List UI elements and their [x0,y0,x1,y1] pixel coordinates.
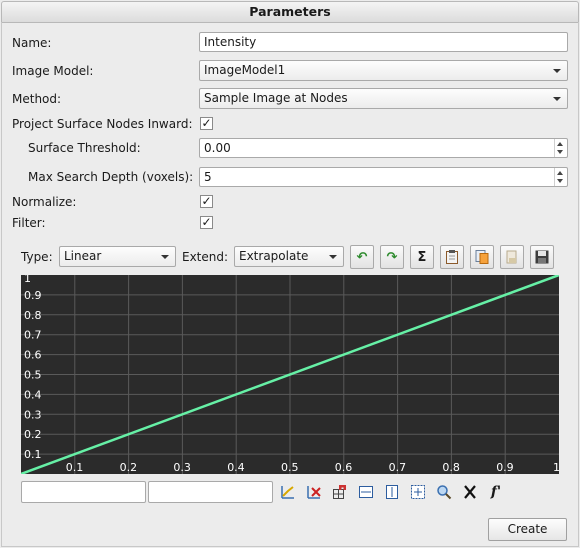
sigma-icon: Σ [417,249,427,265]
copy-button[interactable] [470,245,494,269]
x-tick-label: 0.3 [173,461,191,474]
fit-width-icon [359,486,373,498]
surface-threshold-label: Surface Threshold: [28,141,141,155]
copy-icon [475,250,489,264]
magnet-grid-icon [333,485,346,499]
checkmark-icon: ✓ [201,116,212,130]
normalize-label: Normalize: [12,195,77,209]
add-point-icon [281,486,294,499]
image-model-select[interactable]: ImageModel1 [199,60,568,81]
y-tick-label: 1 [24,275,31,285]
extend-label: Extend: [182,250,229,264]
magnifier-icon [437,485,452,500]
project-surface-label: Project Surface Nodes Inward: [12,117,193,131]
add-point-button[interactable] [278,482,298,502]
delete-point-icon [307,486,321,499]
type-value: Linear [64,249,102,263]
type-select[interactable]: Linear [59,246,176,267]
project-surface-checkbox[interactable]: ✓ [200,117,213,130]
zoom-extents-icon [411,485,425,499]
y-tick-label: 0.8 [24,309,42,322]
curve-plot[interactable]: 0.1 0.2 0.3 0.4 0.5 0.6 0.7 0.8 0.9 1 0.1 0.2 0.3 0.4… [21,275,559,474]
fit-height-icon [386,485,398,499]
series-lines [21,275,559,474]
max-search-depth-label: Max Search Depth (voxels): [28,170,194,184]
fit-height-button[interactable] [382,482,402,502]
method-select[interactable]: Sample Image at Nodes [199,88,568,109]
y-tick-label: 0.1 [24,448,42,461]
undo-button[interactable]: ↶ [350,245,374,269]
tick-labels: 0.1 0.2 0.3 0.4 0.5 0.6 0.7 0.8 0.9 1 0.1 0.2 0.3 0.4… [24,275,559,474]
save-button[interactable] [530,245,554,269]
y-tick-label: 0.6 [24,349,42,362]
normalize-checkbox[interactable]: ✓ [200,195,213,208]
point-y-input[interactable] [148,481,273,503]
fit-width-button[interactable] [356,482,376,502]
reset-curve-button[interactable] [460,482,480,502]
type-label: Type: [21,250,53,264]
create-button[interactable]: Create [488,518,567,541]
surface-threshold-value: 0.00 [204,141,231,155]
max-search-depth-spinbox[interactable]: 5 [199,167,568,187]
name-input[interactable]: Intensity [199,32,568,52]
image-model-label: Image Model: [12,64,94,78]
max-search-depth-value: 5 [204,170,212,184]
method-label: Method: [12,92,62,106]
image-model-value: ImageModel1 [204,63,286,77]
chevron-down-icon [329,255,337,259]
y-tick-label: 0.9 [24,289,42,302]
y-tick-label: 0.5 [24,369,42,382]
y-tick-label: 0.3 [24,408,42,421]
derivative-button[interactable]: f' [486,482,506,502]
save-icon [535,250,549,264]
redo-icon: ↷ [386,249,398,265]
eraser-icon [506,250,517,264]
f-prime-label: f' [490,484,502,500]
method-value: Sample Image at Nodes [204,91,348,105]
y-tick-label: 0.7 [24,329,42,342]
y-tick-label: 0.2 [24,428,42,441]
panel-title: Parameters [1,1,579,23]
x-icon [464,485,476,499]
filter-checkbox[interactable]: ✓ [200,216,213,229]
x-tick-label: 0.5 [281,461,299,474]
parameters-panel [1,22,579,547]
sum-button[interactable]: Σ [410,245,434,269]
name-label: Name: [12,36,52,50]
checkmark-icon: ✓ [201,215,212,229]
x-tick-label: 0.9 [496,461,514,474]
delete-point-button[interactable] [304,482,324,502]
extend-value: Extrapolate [239,249,309,263]
paste-button[interactable] [440,245,464,269]
point-x-input[interactable] [21,481,146,503]
x-tick-label: 0.4 [227,461,245,474]
extend-select[interactable]: Extrapolate [234,246,344,267]
series-line[interactable] [21,275,559,474]
snap-grid-button[interactable] [330,482,350,502]
x-tick-label: 0.2 [120,461,138,474]
checkmark-icon: ✓ [201,194,212,208]
spin-arrows-icon[interactable] [554,139,567,157]
undo-icon: ↶ [356,249,368,265]
redo-button[interactable]: ↷ [380,245,404,269]
clear-button[interactable] [500,245,524,269]
clipboard-icon [446,250,458,264]
x-tick-label: 0.1 [66,461,84,474]
zoom-button[interactable] [434,482,454,502]
spin-arrows-icon[interactable] [554,168,567,186]
chevron-down-icon [553,97,561,101]
x-tick-label: 1 [553,461,559,474]
x-tick-label: 0.7 [389,461,407,474]
x-tick-label: 0.8 [442,461,460,474]
chevron-down-icon [161,255,169,259]
x-tick-label: 0.6 [335,461,353,474]
chevron-down-icon [553,69,561,73]
surface-threshold-spinbox[interactable]: 0.00 [199,138,568,158]
zoom-extents-button[interactable] [408,482,428,502]
y-tick-label: 0.4 [24,388,42,401]
filter-label: Filter: [12,216,46,230]
